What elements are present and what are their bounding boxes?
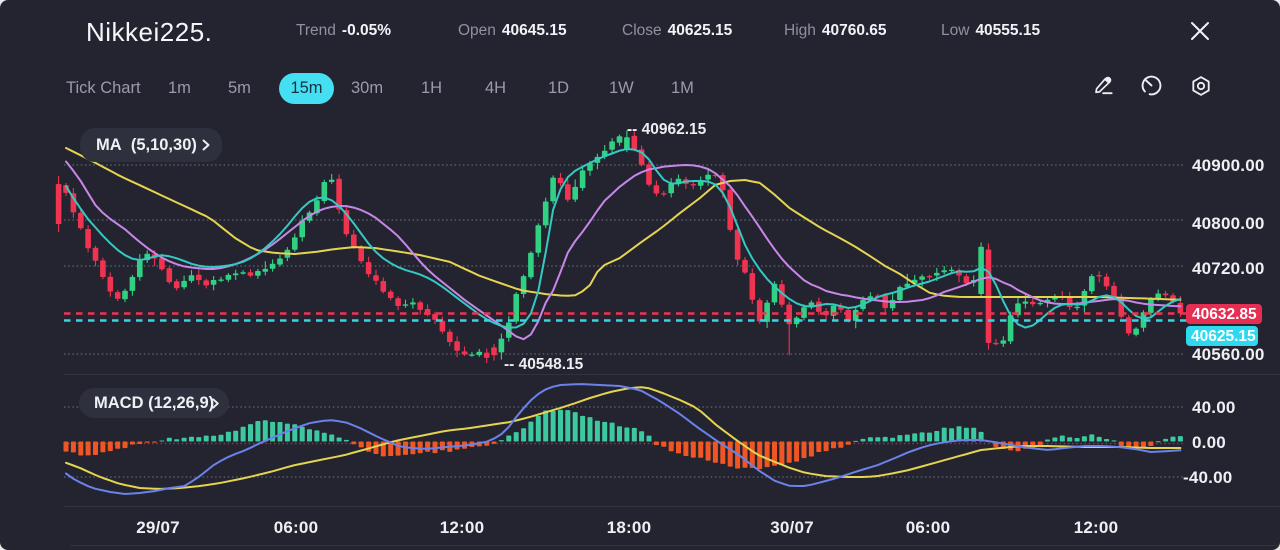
svg-text:06:00: 06:00	[906, 518, 950, 537]
svg-text:40900.00: 40900.00	[1192, 156, 1265, 175]
svg-text:40.00: 40.00	[1192, 398, 1236, 417]
svg-text:06:00: 06:00	[274, 518, 318, 537]
svg-text:12:00: 12:00	[440, 518, 484, 537]
svg-text:40800.00: 40800.00	[1192, 214, 1265, 233]
svg-text:-40.00: -40.00	[1183, 468, 1232, 487]
svg-text:40720.00: 40720.00	[1192, 259, 1265, 278]
svg-text:-- 40548.15: -- 40548.15	[504, 356, 584, 373]
svg-text:29/07: 29/07	[136, 518, 180, 537]
svg-text:40632.85: 40632.85	[1192, 306, 1257, 323]
svg-text:40560.00: 40560.00	[1192, 345, 1265, 364]
svg-text:40625.15: 40625.15	[1191, 328, 1256, 345]
svg-text:0.00: 0.00	[1192, 433, 1226, 452]
svg-text:18:00: 18:00	[607, 518, 651, 537]
svg-text:30/07: 30/07	[770, 518, 814, 537]
svg-text:-- 40962.15: -- 40962.15	[627, 121, 707, 138]
svg-text:12:00: 12:00	[1074, 518, 1118, 537]
